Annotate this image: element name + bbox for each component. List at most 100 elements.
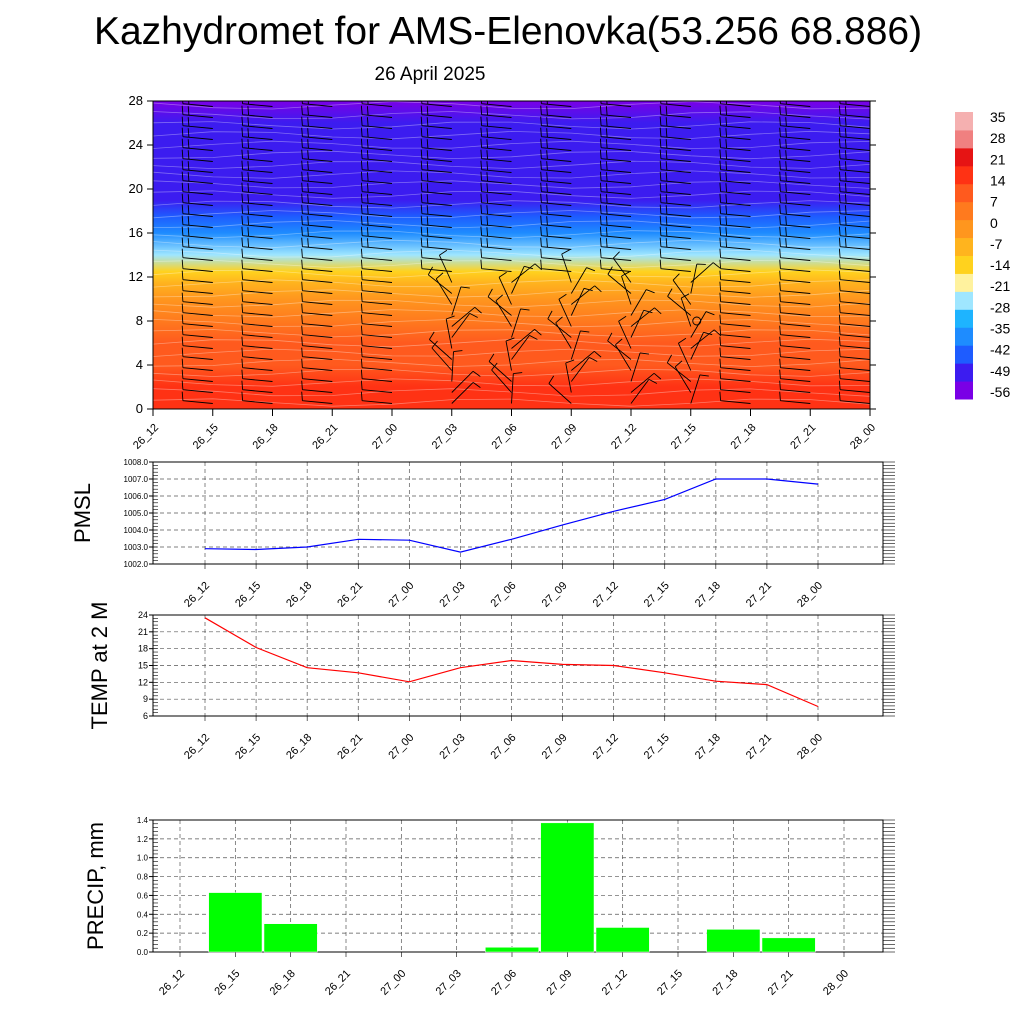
colorbar-label: -49 — [990, 363, 1010, 379]
wind-barb — [420, 160, 452, 173]
wind-barb — [498, 271, 512, 305]
x-tick-label: 26_21 — [335, 580, 365, 610]
contour-line — [153, 160, 870, 170]
wind-barb — [838, 380, 870, 393]
wind-barb — [360, 281, 393, 294]
chart-title: Kazhydromet for AMS-Elenovka(53.256 68.8… — [93, 10, 923, 53]
y-axis-label: TEMP at 2 M — [87, 602, 112, 730]
wind-barb — [838, 391, 870, 404]
wind-barb — [480, 215, 512, 228]
x-tick-label: 27_03 — [437, 732, 467, 762]
wind-barb — [838, 116, 870, 129]
x-tick-label: 27_12 — [609, 422, 639, 452]
wind-barb — [451, 382, 481, 404]
wind-barb — [181, 314, 213, 327]
wind-barb — [659, 237, 691, 250]
wind-barb — [571, 350, 602, 371]
wind-barb — [719, 101, 751, 107]
wind-barb — [540, 259, 572, 272]
wind-barb — [719, 138, 751, 151]
wind-barb — [838, 248, 870, 261]
wind-barb — [779, 325, 811, 338]
wind-barb — [838, 336, 870, 349]
wind-barb — [445, 315, 455, 349]
wind-barb — [719, 380, 751, 393]
wind-barb — [181, 336, 213, 349]
contour-line — [153, 309, 870, 318]
wind-barb — [301, 105, 333, 118]
contour-line — [153, 200, 870, 209]
wind-barb — [241, 325, 273, 338]
wind-barb — [779, 303, 811, 316]
wind-barb — [480, 182, 512, 195]
wind-barb — [480, 248, 512, 261]
x-tick-label: 27_15 — [642, 580, 672, 610]
wind-barb — [480, 193, 512, 206]
wind-barb — [360, 391, 393, 404]
colorbar-label: -56 — [990, 384, 1010, 400]
contour-line — [153, 150, 870, 160]
wind-barb — [570, 330, 590, 360]
wind-barb — [779, 314, 811, 327]
wind-barb — [838, 237, 870, 250]
wind-barb — [659, 105, 691, 118]
wind-barb — [540, 248, 572, 261]
wind-barb — [779, 116, 811, 129]
wind-barb — [548, 375, 572, 404]
wind-barb — [779, 347, 811, 360]
wind-barb — [301, 237, 333, 250]
wind-barb — [690, 263, 706, 294]
wind-barb — [241, 270, 273, 283]
wind-barb — [241, 160, 273, 173]
wind-barb — [420, 171, 452, 184]
wind-barb — [181, 160, 213, 173]
wind-barb — [719, 204, 751, 217]
wind-barb — [540, 127, 572, 140]
wind-barb — [241, 215, 273, 228]
wind-barb — [301, 171, 333, 184]
wind-barb — [181, 105, 213, 118]
wind-barb — [690, 329, 722, 349]
wind-barb — [487, 288, 512, 316]
y-tick-label: 1007.0 — [124, 475, 149, 484]
wind-barb — [181, 391, 213, 404]
y-tick-label: 8 — [136, 313, 143, 328]
wind-barb — [540, 138, 572, 151]
wind-barb — [301, 369, 333, 382]
wind-barb — [480, 204, 512, 217]
wind-barb — [630, 378, 658, 404]
wind-barb — [719, 193, 751, 206]
x-tick-label: 26_12 — [157, 968, 187, 998]
wind-barb — [241, 248, 273, 261]
pmsl-panel: 1002.0 1003.0 1004.0 1005.0 1006.0 1007.0 1008… — [70, 458, 895, 610]
wind-barb — [241, 281, 273, 294]
wind-barb — [451, 370, 481, 393]
contour-line — [153, 220, 870, 229]
wind-barb — [779, 292, 811, 305]
wind-barb — [540, 101, 572, 107]
cross-section-panel: 0 4 8 12 16 20 24 28 26_12 26_15 26_18 26_21 27_00 27… — [129, 93, 879, 452]
wind-barb — [360, 380, 393, 393]
wind-barb — [181, 237, 213, 250]
colorbar-label: 21 — [990, 151, 1006, 167]
wind-barb — [360, 237, 393, 250]
wind-barb — [570, 356, 598, 382]
wind-barb — [451, 312, 478, 338]
wind-barb — [421, 101, 452, 107]
wind-barb — [599, 116, 632, 129]
wind-barb — [153, 348, 154, 349]
wind-barb — [181, 358, 213, 371]
wind-barb — [630, 289, 655, 316]
wind-barb — [599, 215, 632, 228]
wind-barb — [719, 105, 751, 118]
wind-barb — [838, 226, 870, 239]
wind-barb — [153, 392, 154, 393]
wind-barb — [540, 237, 572, 250]
wind-barb — [599, 138, 632, 151]
wind-barb — [680, 293, 692, 327]
colorbar-swatch — [955, 381, 973, 400]
y-tick-label: 1006.0 — [124, 492, 149, 501]
x-tick-label: 27_03 — [430, 422, 460, 452]
contour-line — [153, 170, 870, 179]
